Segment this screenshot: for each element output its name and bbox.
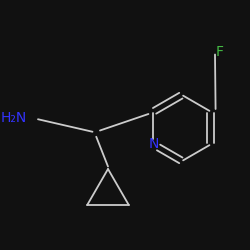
Text: N: N bbox=[148, 138, 158, 151]
Text: F: F bbox=[216, 45, 224, 59]
Text: H₂N: H₂N bbox=[0, 111, 27, 125]
